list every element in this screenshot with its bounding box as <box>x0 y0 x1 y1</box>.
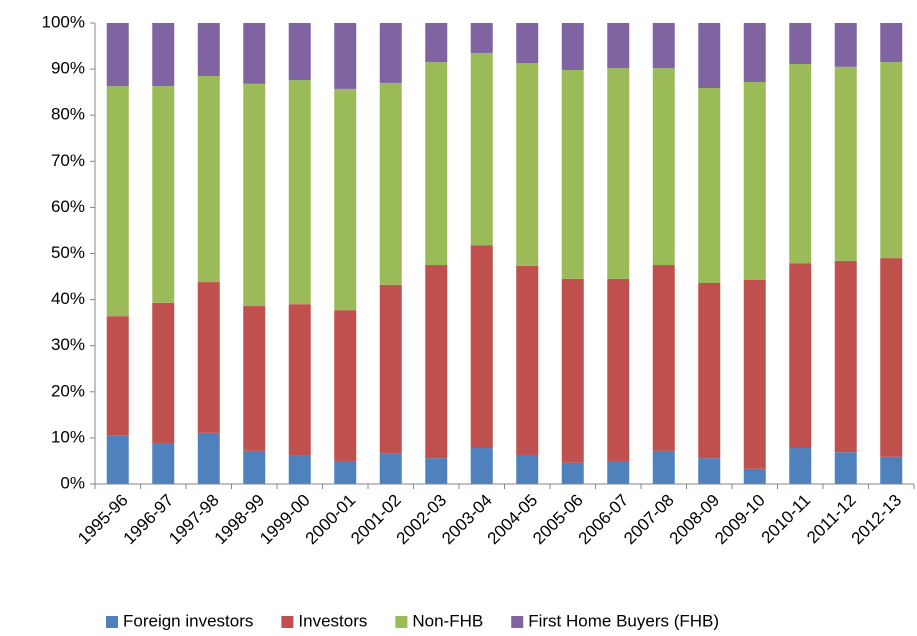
bar-segment <box>698 23 721 89</box>
bar-segment <box>243 83 266 307</box>
y-tick-label: 0% <box>60 473 85 492</box>
y-tick-label: 20% <box>51 381 85 400</box>
bar-segment <box>425 62 448 266</box>
bar-segment <box>379 453 402 484</box>
y-tick-label: 90% <box>51 59 85 78</box>
y-tick-label: 70% <box>51 151 85 170</box>
bar-segment <box>197 432 220 484</box>
bar-segment <box>561 462 584 484</box>
bar-segment <box>152 23 175 87</box>
bar-segment <box>880 23 903 63</box>
bar-segment <box>243 306 266 451</box>
bar-segment <box>379 82 402 285</box>
bar-segment <box>334 23 357 89</box>
x-tick-label: 2012-13 <box>848 491 906 549</box>
bar-segment <box>652 68 675 266</box>
legend-swatch <box>395 616 408 628</box>
bar-segment <box>334 88 357 311</box>
y-tick-label: 30% <box>51 335 85 354</box>
bar-segment <box>743 279 766 469</box>
y-tick-label: 60% <box>51 197 85 216</box>
bar-segment <box>106 23 129 87</box>
bar-segment <box>106 435 129 484</box>
bar-segment <box>516 63 539 266</box>
bar-segment <box>425 23 448 63</box>
bar-segment <box>789 23 812 65</box>
bar-segment <box>243 450 266 484</box>
bar-segment <box>698 283 721 459</box>
bar-segment <box>470 23 493 53</box>
bar-segment <box>880 62 903 259</box>
bar-segment <box>152 86 175 303</box>
bar-segment <box>288 23 311 81</box>
bar-segment <box>288 304 311 456</box>
bar-segment <box>561 70 584 279</box>
legend-swatch <box>106 616 118 628</box>
bar-segment <box>288 80 311 305</box>
bar-segment <box>743 468 766 484</box>
bar-segment <box>607 23 630 69</box>
bar-segment <box>834 66 857 261</box>
legend-label: Investors <box>298 611 367 630</box>
bar-segment <box>834 260 857 453</box>
bar-segment <box>334 460 357 484</box>
bar-segment <box>288 455 311 484</box>
y-tick-label: 10% <box>51 427 85 446</box>
bar-segment <box>152 442 175 484</box>
bar-segment <box>607 68 630 279</box>
y-tick-label: 40% <box>51 289 85 308</box>
bar-segment <box>379 284 402 454</box>
bar-segment <box>516 454 539 484</box>
bar-segment <box>470 245 493 449</box>
bar-segment <box>379 23 402 83</box>
bar-segment <box>152 302 175 443</box>
bar-segment <box>106 316 129 436</box>
bar-segment <box>880 456 903 484</box>
y-tick-label: 100% <box>42 12 85 31</box>
x-tick-label: 2009-10 <box>711 491 769 549</box>
bar-segment <box>652 23 675 69</box>
bar-segment <box>834 452 857 484</box>
legend-label: Non-FHB <box>412 611 483 630</box>
y-tick-label: 80% <box>51 105 85 124</box>
bar-segment <box>334 310 357 461</box>
bar-segment <box>834 23 857 67</box>
legend-swatch <box>511 616 524 628</box>
bar-segment <box>516 23 539 64</box>
bar-segment <box>197 23 220 77</box>
bar-segment <box>743 82 766 280</box>
bar-segment <box>470 448 493 484</box>
bar-segment <box>425 458 448 484</box>
bar-segment <box>607 460 630 484</box>
bar-segment <box>561 278 584 463</box>
legend-label: Foreign investors <box>123 611 253 630</box>
bar-segment <box>652 450 675 484</box>
legend-label: First Home Buyers (FHB) <box>528 611 719 630</box>
bar-segment <box>789 64 812 264</box>
bar-segment <box>743 23 766 83</box>
bar-segment <box>516 265 539 455</box>
bar-segment <box>561 23 584 71</box>
bar-segment <box>698 458 721 484</box>
bar-segment <box>880 258 903 457</box>
bar-segment <box>607 278 630 461</box>
x-tick-label: 2010-11 <box>758 491 815 548</box>
bar-segment <box>197 76 220 283</box>
bar-segment <box>197 282 220 433</box>
bar-segment <box>698 88 721 284</box>
legend-swatch <box>281 616 294 628</box>
bar-segment <box>789 448 812 484</box>
y-tick-label: 50% <box>51 243 85 262</box>
bar-segment <box>470 52 493 246</box>
bar-segment <box>106 86 129 317</box>
bar-segment <box>243 23 266 84</box>
bar-segment <box>789 263 812 449</box>
bar-segment <box>652 265 675 451</box>
bar-segment <box>425 265 448 459</box>
